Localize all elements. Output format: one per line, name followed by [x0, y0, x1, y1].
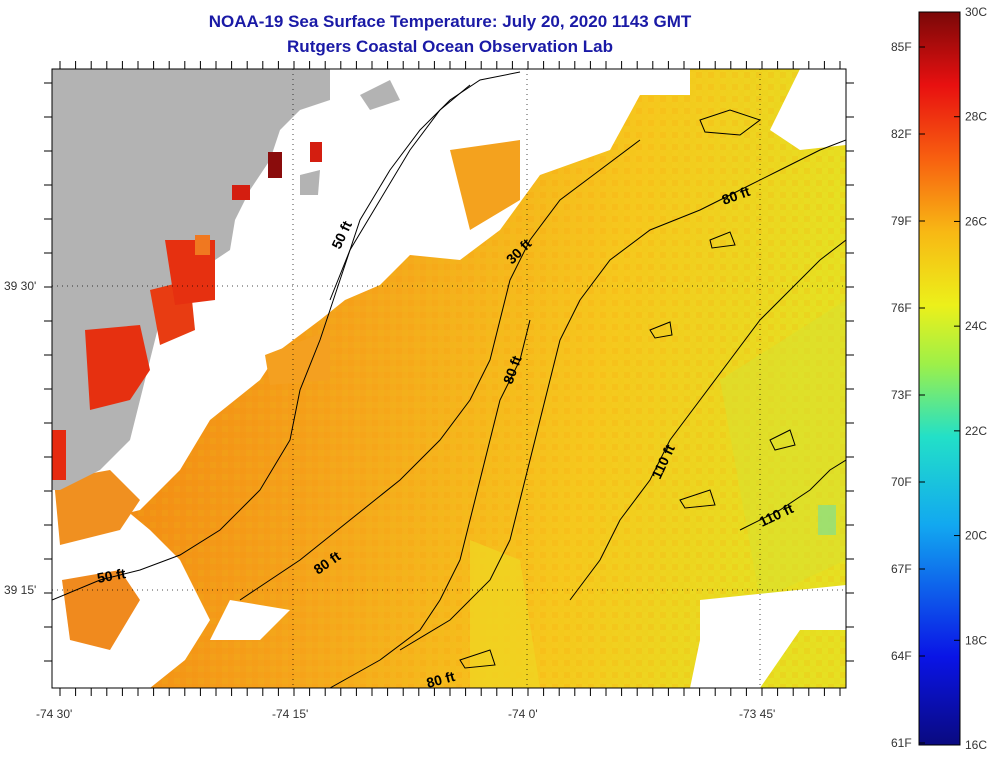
warm-coastal-water [85, 325, 150, 410]
contour-label-50ft-b: 50 ft [96, 565, 127, 586]
map-subtitle: Rutgers Coastal Ocean Observation Lab [287, 37, 613, 56]
lon-label-1: -74 30' [36, 707, 72, 721]
lat-label-1: 39 30' [4, 279, 36, 293]
cloud-mask-southeast [690, 585, 846, 688]
lon-label-4: -73 45' [739, 707, 775, 721]
lon-label-3: -74 0' [508, 707, 538, 721]
contour-label-80ft-d: 80 ft [425, 668, 457, 691]
lat-label-2: 39 15' [4, 583, 36, 597]
lon-label-2: -74 15' [272, 707, 308, 721]
map-frame [51, 68, 847, 689]
map-title: NOAA-19 Sea Surface Temperature: July 20… [208, 12, 692, 31]
